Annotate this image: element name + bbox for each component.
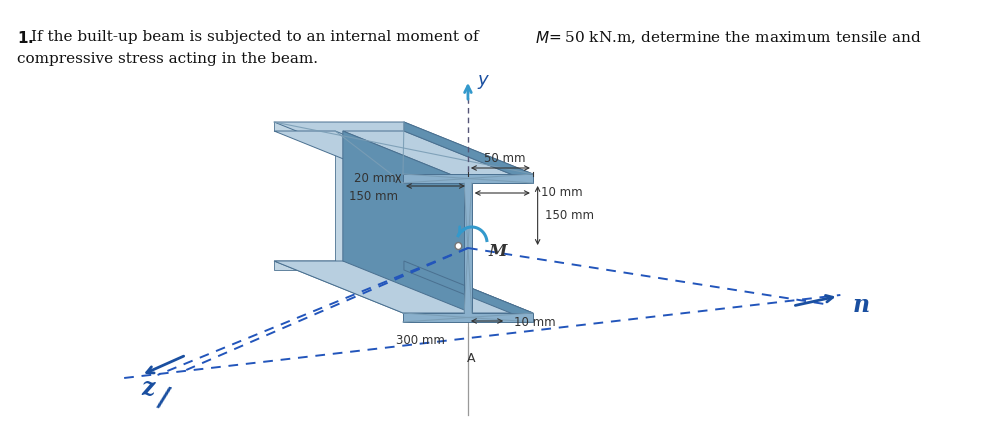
Polygon shape <box>274 261 532 313</box>
Polygon shape <box>274 261 465 313</box>
Text: /: / <box>155 383 172 413</box>
Text: $\mathbf{1}$$\mathbf{.}$: $\mathbf{1}$$\mathbf{.}$ <box>17 30 34 46</box>
Polygon shape <box>343 131 532 183</box>
Text: $y$: $y$ <box>478 73 491 91</box>
Text: 10 mm: 10 mm <box>540 187 582 200</box>
Polygon shape <box>274 122 404 270</box>
Polygon shape <box>343 131 472 313</box>
Text: 10 mm: 10 mm <box>513 317 555 330</box>
Polygon shape <box>274 122 532 174</box>
Polygon shape <box>343 261 532 313</box>
Polygon shape <box>403 174 532 322</box>
Text: M: M <box>489 243 507 260</box>
Text: compressive stress acting in the beam.: compressive stress acting in the beam. <box>17 52 319 66</box>
Text: 300 mm: 300 mm <box>397 334 446 347</box>
Text: n: n <box>853 293 870 317</box>
Text: z: z <box>141 376 155 400</box>
Text: If the built-up beam is subjected to an internal moment of: If the built-up beam is subjected to an … <box>31 30 484 44</box>
Polygon shape <box>404 261 532 322</box>
Text: A: A <box>467 352 476 365</box>
Text: $M$: $M$ <box>534 30 549 46</box>
Text: 150 mm: 150 mm <box>350 190 399 202</box>
Text: 50 mm: 50 mm <box>485 152 525 165</box>
Text: 150 mm: 150 mm <box>545 209 594 222</box>
Text: 20 mm: 20 mm <box>354 172 396 185</box>
Polygon shape <box>274 131 465 183</box>
Circle shape <box>455 242 462 249</box>
Text: $=$50 kN.m, determine the maximum tensile and: $=$50 kN.m, determine the maximum tensil… <box>546 30 922 46</box>
Polygon shape <box>404 122 532 183</box>
